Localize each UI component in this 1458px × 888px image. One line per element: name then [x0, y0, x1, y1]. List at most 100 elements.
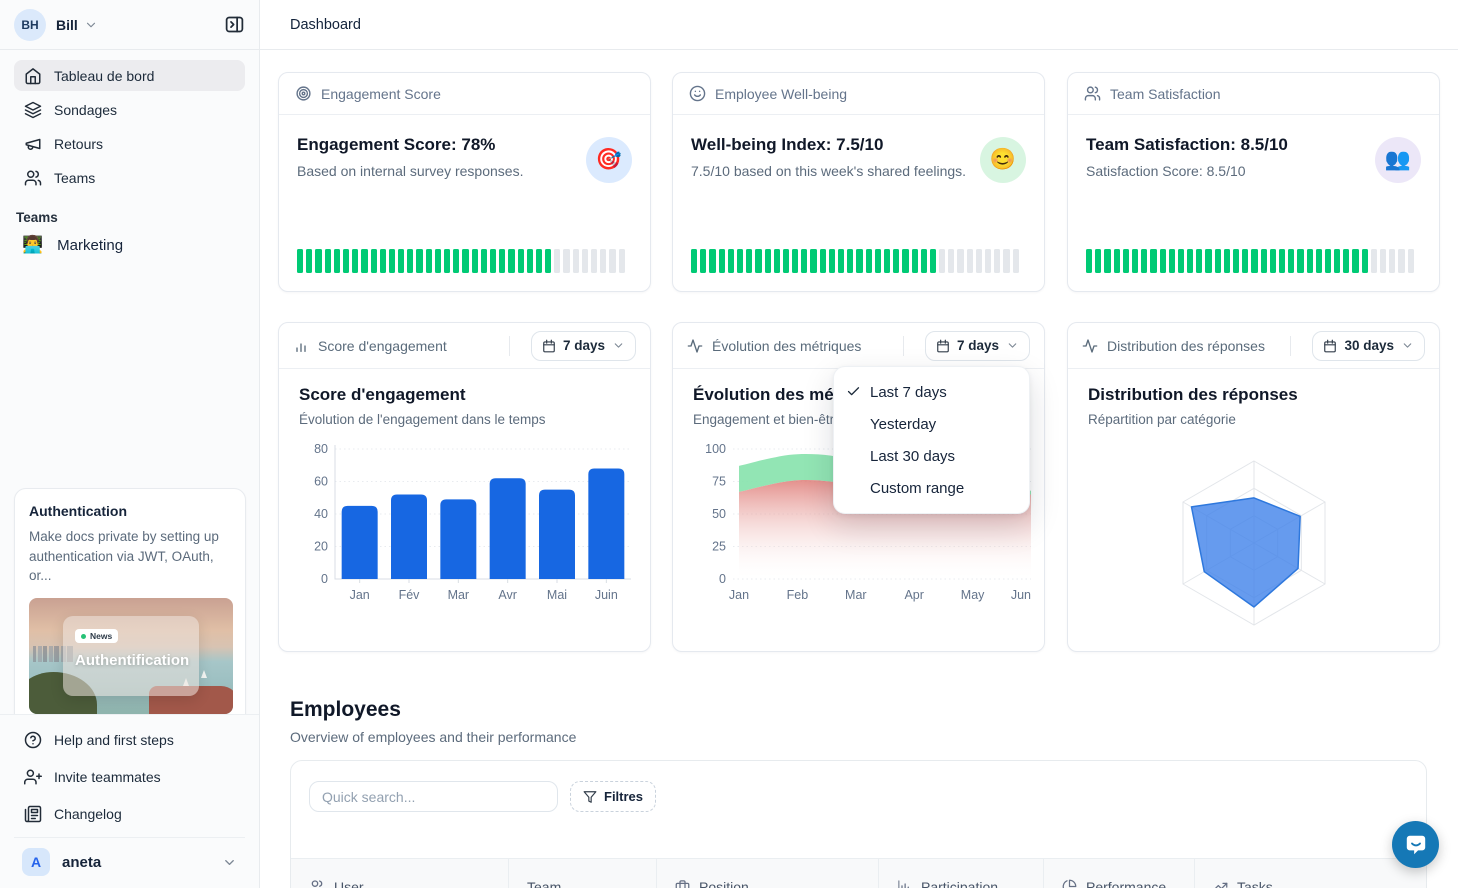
column-header-tasks[interactable]: Tasks — [1195, 859, 1426, 888]
sidebar-item-label: Tableau de bord — [54, 67, 155, 84]
calendar-icon — [542, 339, 556, 353]
column-header-team[interactable]: Team — [509, 859, 657, 888]
teams-section-label: Teams — [16, 210, 58, 225]
menu-item-yesterday[interactable]: Yesterday — [834, 408, 1029, 440]
sidebar-item-label: Help and first steps — [54, 732, 174, 748]
radar-chart — [1088, 441, 1419, 641]
column-label: Position — [699, 878, 749, 888]
chevron-down-icon — [1006, 339, 1019, 352]
search-input[interactable] — [309, 781, 558, 812]
users-icon — [309, 879, 325, 888]
metric-card-header: Team Satisfaction — [1068, 73, 1439, 115]
megaphone-icon — [24, 135, 42, 153]
progress-bar — [297, 249, 632, 273]
svg-text:Mai: Mai — [547, 588, 567, 602]
chat-widget-button[interactable] — [1392, 821, 1439, 868]
metric-title: Team Satisfaction: 8.5/10 — [1086, 135, 1288, 154]
collapse-sidebar-button[interactable] — [224, 14, 245, 35]
menu-item-last-7-days[interactable]: Last 7 days — [834, 376, 1029, 408]
sailboat-graphic — [201, 669, 207, 678]
date-range-button[interactable]: 30 days — [1312, 330, 1425, 361]
metric-title: Engagement Score: 78% — [297, 135, 496, 154]
svg-text:Mar: Mar — [845, 588, 867, 602]
sidebar-item-retours[interactable]: Retours — [14, 128, 245, 159]
svg-text:Jun: Jun — [1011, 588, 1031, 602]
svg-text:Mar: Mar — [448, 588, 470, 602]
menu-item-last-30-days[interactable]: Last 30 days — [834, 440, 1029, 472]
sidebar: BH Bill Tableau de bord Sondages Retours — [0, 0, 260, 888]
svg-text:60: 60 — [314, 475, 328, 489]
metric-card-header-label: Employee Well-being — [715, 85, 848, 102]
filters-button[interactable]: Filtres — [570, 781, 657, 812]
svg-text:Jan: Jan — [729, 588, 749, 602]
team-label: Marketing — [57, 236, 124, 254]
workspace-switcher[interactable]: A aneta — [14, 837, 245, 888]
svg-text:80: 80 — [314, 442, 328, 456]
workspace-avatar: A — [22, 848, 50, 876]
svg-text:50: 50 — [712, 507, 726, 521]
newspaper-icon — [24, 805, 42, 823]
date-range-dropdown-menu: Last 7 days Yesterday Last 30 days Custo… — [833, 366, 1030, 514]
metric-card-body: Engagement Score: 78% Based on internal … — [279, 115, 650, 183]
svg-text:0: 0 — [719, 572, 726, 586]
svg-text:Juin: Juin — [595, 588, 618, 602]
sidebar-header: BH Bill — [0, 0, 259, 50]
svg-text:Jan: Jan — [350, 588, 370, 602]
promo-image[interactable]: News Authentification — [29, 597, 233, 714]
chevron-down-icon[interactable] — [84, 18, 98, 32]
menu-item-label: Last 30 days — [870, 447, 956, 465]
layers-icon — [24, 101, 42, 119]
column-label: Performance — [1086, 878, 1167, 888]
employees-title: Employees — [290, 698, 401, 721]
news-badge: News — [75, 629, 119, 644]
metric-card-satisfaction: Team Satisfaction Team Satisfaction: 8.5… — [1067, 72, 1440, 292]
sidebar-team-marketing[interactable]: 👨‍💻 Marketing — [0, 229, 259, 261]
column-header-position[interactable]: Position — [657, 859, 879, 888]
metric-card-header-label: Team Satisfaction — [1110, 85, 1221, 102]
topbar: Dashboard — [260, 0, 1458, 50]
chart-card-engagement-score: Score d'engagement 7 days Score d'engage… — [278, 322, 651, 652]
sidebar-item-sondages[interactable]: Sondages — [14, 94, 245, 125]
badge-label: News — [90, 631, 113, 642]
help-circle-icon — [24, 731, 42, 749]
sidebar-item-tableau-de-bord[interactable]: Tableau de bord — [14, 60, 245, 91]
sidebar-item-help[interactable]: Help and first steps — [14, 723, 245, 757]
column-label: Tasks — [1237, 878, 1273, 888]
bar-chart: 0 20 40 60 80 Jan Fév Mar Avr Mai Juin — [299, 437, 631, 618]
sidebar-item-label: Changelog — [54, 806, 122, 822]
user-name[interactable]: Bill — [56, 16, 78, 33]
chart-card-body: Distribution des réponses Répartition pa… — [1068, 369, 1439, 641]
people-emoji: 👥 — [1375, 137, 1421, 183]
employees-table-card: Filtres User Team Position Participation… — [290, 760, 1427, 888]
sidebar-item-teams[interactable]: Teams — [14, 162, 245, 193]
menu-item-label: Last 7 days — [870, 383, 947, 401]
sidebar-item-changelog[interactable]: Changelog — [14, 797, 245, 831]
menu-item-custom-range[interactable]: Custom range — [834, 472, 1029, 504]
chart-card-header: Score d'engagement 7 days — [279, 323, 650, 369]
column-header-participation[interactable]: Participation — [879, 859, 1044, 888]
chart-card-response-distribution: Distribution des réponses 30 days Distri… — [1067, 322, 1440, 652]
promo-title: Authentication — [29, 503, 127, 519]
metric-card-body: Well-being Index: 7.5/10 7.5/10 based on… — [673, 115, 1044, 183]
sidebar-item-invite[interactable]: Invite teammates — [14, 760, 245, 794]
briefcase-icon — [675, 879, 690, 888]
calendar-icon — [1323, 339, 1337, 353]
column-header-user[interactable]: User — [291, 859, 509, 888]
progress-bar — [691, 249, 1026, 273]
date-range-button[interactable]: 7 days — [924, 330, 1030, 361]
user-avatar[interactable]: BH — [14, 8, 46, 41]
promo-image-overlay: News Authentification — [63, 615, 199, 696]
users-icon — [1084, 85, 1101, 102]
chart-subtitle: Répartition par catégorie — [1088, 412, 1236, 427]
date-range-button[interactable]: 7 days — [530, 330, 636, 361]
chart-card-header-label: Distribution des réponses — [1107, 337, 1265, 354]
promo-card-authentication[interactable]: Authentication Make docs private by sett… — [14, 488, 246, 729]
column-header-performance[interactable]: Performance — [1044, 859, 1195, 888]
promo-image-title: Authentification — [75, 651, 190, 669]
svg-text:Avr: Avr — [498, 588, 517, 602]
metric-card-engagement: Engagement Score Engagement Score: 78% B… — [278, 72, 651, 292]
metric-card-body: Team Satisfaction: 8.5/10 Satisfaction S… — [1068, 115, 1439, 183]
column-label: Team — [527, 878, 562, 888]
trending-up-icon — [1213, 879, 1228, 888]
